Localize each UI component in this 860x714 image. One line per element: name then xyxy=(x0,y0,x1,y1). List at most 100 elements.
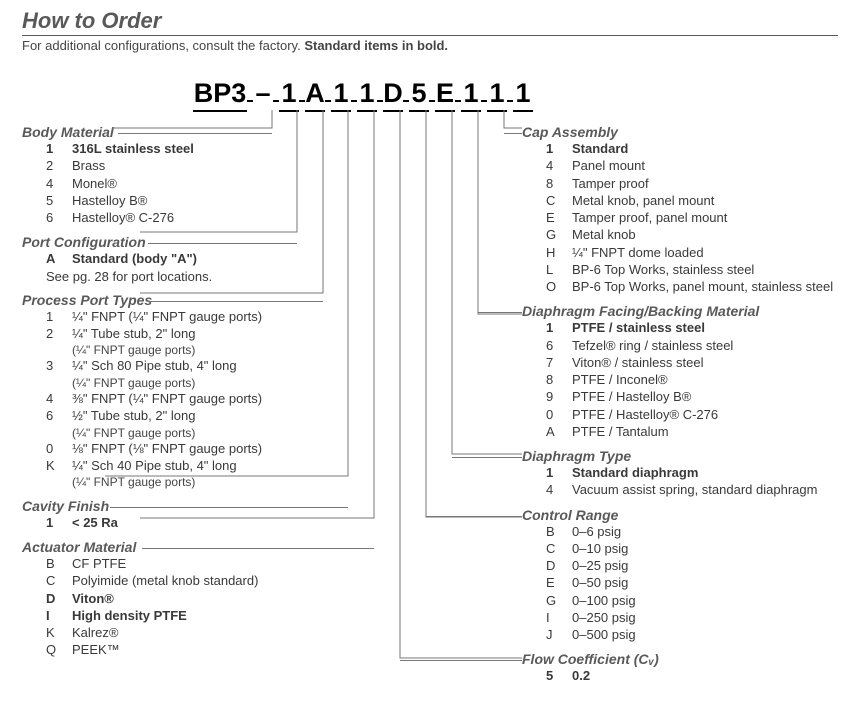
option-code: 4 xyxy=(546,482,562,498)
option-code: 8 xyxy=(546,372,562,388)
option-label: High density PTFE xyxy=(72,608,342,624)
option-label: Viton® / stainless steel xyxy=(572,355,842,371)
option-label: 0–25 psig xyxy=(572,558,842,574)
option-row: 6 Tefzel® ring / stainless steel xyxy=(522,338,842,354)
section-title: Body Material xyxy=(22,124,342,140)
section-title: Actuator Material xyxy=(22,539,342,555)
option-label: Brass xyxy=(72,158,342,174)
option-label: ¼" Sch 80 Pipe stub, 4" long xyxy=(72,358,342,374)
option-row: ETamper proof, panel mount xyxy=(522,210,842,226)
partcode-char: D xyxy=(383,78,403,112)
option-row: 6 Hastelloy® C-276 xyxy=(22,210,342,226)
option-row: 1¼" FNPT (¼" FNPT gauge ports) xyxy=(22,309,342,325)
option-row: 4 Monel® xyxy=(22,176,342,192)
option-code: H xyxy=(546,245,562,261)
option-label: 316L stainless steel xyxy=(72,141,342,157)
option-code: 6 xyxy=(546,338,562,354)
option-label: Standard diaphragm xyxy=(572,465,842,481)
section-title: Cap Assembly xyxy=(522,124,842,140)
option-row: H¼" FNPT dome loaded xyxy=(522,245,842,261)
option-code: A xyxy=(46,251,62,267)
option-label: Hastelloy B® xyxy=(72,193,342,209)
option-label: BP-6 Top Works, panel mount, stainless s… xyxy=(572,279,842,295)
option-label: PTFE / Hastelloy® C-276 xyxy=(572,407,842,423)
option-code: 1 xyxy=(46,141,62,157)
option-row: 6½" Tube stub, 2" long xyxy=(22,408,342,424)
option-code: K xyxy=(46,625,62,641)
option-label: Tefzel® ring / stainless steel xyxy=(572,338,842,354)
option-row: 2 Brass xyxy=(22,158,342,174)
option-code: 6 xyxy=(46,408,62,424)
option-code: 4 xyxy=(546,158,562,174)
option-code: 3 xyxy=(46,358,62,374)
option-code: J xyxy=(546,627,562,643)
option-label: ¼" Sch 40 Pipe stub, 4" long xyxy=(72,458,342,474)
option-code: L xyxy=(546,262,562,278)
section-title: Process Port Types xyxy=(22,292,342,308)
section-title: Flow Coefficient (Cᵥ) xyxy=(522,651,842,667)
title-rule xyxy=(22,35,838,36)
option-row: GMetal knob xyxy=(522,227,842,243)
option-label: Hastelloy® C-276 xyxy=(72,210,342,226)
right-column: Cap Assembly1Standard4Panel mount8Tamper… xyxy=(522,116,842,686)
option-code: C xyxy=(46,573,62,589)
option-code: 4 xyxy=(46,391,62,407)
option-label: 0–250 psig xyxy=(572,610,842,626)
option-label: 0–6 psig xyxy=(572,524,842,540)
left-column: Body Material1316L stainless steel2Brass… xyxy=(22,116,342,660)
option-label: PTFE / stainless steel xyxy=(572,320,842,336)
option-label: Standard xyxy=(572,141,842,157)
option-code: 6 xyxy=(46,210,62,226)
option-label: ¼" FNPT (¼" FNPT gauge ports) xyxy=(72,309,342,325)
section-title: Cavity Finish xyxy=(22,498,342,514)
option-code: C xyxy=(546,541,562,557)
option-code: A xyxy=(546,424,562,440)
option-label: Tamper proof xyxy=(572,176,842,192)
option-code: 5 xyxy=(546,668,562,684)
option-code: C xyxy=(546,193,562,209)
option-code: G xyxy=(546,593,562,609)
option-row: 1< 25 Ra xyxy=(22,515,342,531)
option-row: 3 ¼" Sch 80 Pipe stub, 4" long xyxy=(22,358,342,374)
partcode-char: BP3 xyxy=(193,78,247,112)
option-label: Monel® xyxy=(72,176,342,192)
option-code: D xyxy=(546,558,562,574)
option-subtext: (¼" FNPT gauge ports) xyxy=(22,376,342,390)
option-row: C0–10 psig xyxy=(522,541,842,557)
section-title: Port Configuration xyxy=(22,234,342,250)
option-label: 0.2 xyxy=(572,668,842,684)
option-row: K Kalrez® xyxy=(22,625,342,641)
option-code: 9 xyxy=(546,389,562,405)
option-row: 7Viton® / stainless steel xyxy=(522,355,842,371)
option-code: 0 xyxy=(46,441,62,457)
option-code: 4 xyxy=(46,176,62,192)
option-row: 4Panel mount xyxy=(522,158,842,174)
option-code: 1 xyxy=(546,141,562,157)
option-code: I xyxy=(46,608,62,624)
option-code: 0 xyxy=(546,407,562,423)
option-code: 2 xyxy=(46,158,62,174)
subtitle-bold: Standard items in bold. xyxy=(304,38,448,53)
option-row: K¼" Sch 40 Pipe stub, 4" long xyxy=(22,458,342,474)
option-label: Kalrez® xyxy=(72,625,342,641)
page-title: How to Order xyxy=(22,8,860,34)
option-label: Viton® xyxy=(72,591,342,607)
option-code: Q xyxy=(46,642,62,658)
partcode-char: 1 xyxy=(279,78,299,112)
option-row: 0⅛" FNPT (⅛" FNPT gauge ports) xyxy=(22,441,342,457)
option-row: J0–500 psig xyxy=(522,627,842,643)
option-label: PEEK™ xyxy=(72,642,342,658)
option-code: O xyxy=(546,279,562,295)
option-row: 9PTFE / Hastelloy B® xyxy=(522,389,842,405)
option-row: E0–50 psig xyxy=(522,575,842,591)
subtitle: For additional configurations, consult t… xyxy=(22,38,860,53)
option-label: BP-6 Top Works, stainless steel xyxy=(572,262,842,278)
section-note: See pg. 28 for port locations. xyxy=(22,269,342,284)
option-code: 1 xyxy=(546,465,562,481)
subtitle-plain: For additional configurations, consult t… xyxy=(22,38,304,53)
option-row: CPolyimide (metal knob standard) xyxy=(22,573,342,589)
option-code: 1 xyxy=(46,515,62,531)
option-row: 5Hastelloy B® xyxy=(22,193,342,209)
option-code: B xyxy=(546,524,562,540)
option-code: E xyxy=(546,575,562,591)
